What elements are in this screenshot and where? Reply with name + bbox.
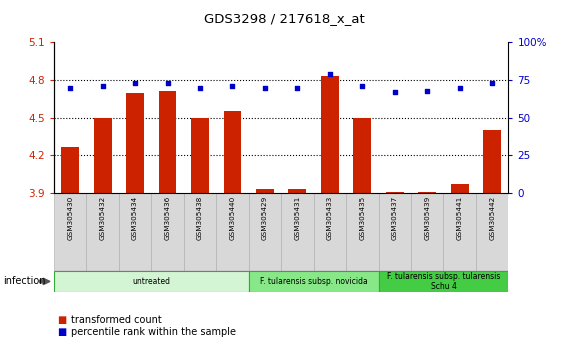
Bar bbox=[126, 93, 144, 193]
Point bbox=[98, 83, 107, 89]
Bar bbox=[54, 193, 86, 271]
Text: GSM305437: GSM305437 bbox=[392, 195, 398, 240]
Bar bbox=[256, 189, 274, 193]
Text: GSM305433: GSM305433 bbox=[327, 195, 333, 240]
Bar bbox=[249, 193, 281, 271]
Bar bbox=[151, 193, 184, 271]
Text: GSM305436: GSM305436 bbox=[165, 195, 170, 240]
Text: GSM305432: GSM305432 bbox=[99, 195, 106, 240]
Bar bbox=[378, 193, 411, 271]
Text: GSM305439: GSM305439 bbox=[424, 195, 430, 240]
Bar bbox=[216, 193, 249, 271]
Point bbox=[260, 85, 269, 91]
Bar bbox=[314, 193, 346, 271]
Point bbox=[455, 85, 464, 91]
Bar bbox=[119, 193, 151, 271]
Bar bbox=[94, 118, 111, 193]
Bar bbox=[353, 118, 371, 193]
Text: GSM305438: GSM305438 bbox=[197, 195, 203, 240]
Text: GDS3298 / 217618_x_at: GDS3298 / 217618_x_at bbox=[203, 12, 365, 25]
Text: untreated: untreated bbox=[132, 277, 170, 286]
Bar bbox=[321, 76, 339, 193]
Text: GSM305441: GSM305441 bbox=[457, 195, 463, 240]
Text: GSM305430: GSM305430 bbox=[67, 195, 73, 240]
Text: ■: ■ bbox=[57, 327, 66, 337]
Bar bbox=[418, 192, 436, 193]
Bar bbox=[191, 118, 209, 193]
Text: F. tularensis subsp. tularensis
Schu 4: F. tularensis subsp. tularensis Schu 4 bbox=[387, 272, 500, 291]
Bar bbox=[281, 193, 314, 271]
Bar bbox=[444, 193, 476, 271]
Text: GSM305431: GSM305431 bbox=[294, 195, 300, 240]
Point bbox=[293, 85, 302, 91]
Bar bbox=[451, 184, 469, 193]
Point bbox=[487, 80, 496, 86]
Text: F. tularensis subsp. novicida: F. tularensis subsp. novicida bbox=[260, 277, 367, 286]
Point bbox=[131, 80, 140, 86]
Text: transformed count: transformed count bbox=[71, 315, 162, 325]
Text: GSM305429: GSM305429 bbox=[262, 195, 268, 240]
Bar bbox=[86, 193, 119, 271]
Text: percentile rank within the sample: percentile rank within the sample bbox=[71, 327, 236, 337]
Point bbox=[228, 83, 237, 89]
Text: GSM305440: GSM305440 bbox=[229, 195, 236, 240]
Bar bbox=[249, 271, 378, 292]
Point bbox=[390, 89, 399, 95]
Point bbox=[423, 88, 432, 93]
Bar bbox=[346, 193, 378, 271]
Bar bbox=[61, 147, 79, 193]
Bar bbox=[158, 91, 177, 193]
Text: GSM305442: GSM305442 bbox=[489, 195, 495, 240]
Bar bbox=[184, 193, 216, 271]
Point bbox=[195, 85, 204, 91]
Text: GSM305435: GSM305435 bbox=[360, 195, 365, 240]
Bar bbox=[483, 130, 501, 193]
Bar bbox=[54, 271, 249, 292]
Point bbox=[66, 85, 75, 91]
Bar bbox=[224, 112, 241, 193]
Bar bbox=[378, 271, 508, 292]
Bar bbox=[476, 193, 508, 271]
Point bbox=[163, 80, 172, 86]
Bar bbox=[411, 193, 444, 271]
Text: ■: ■ bbox=[57, 315, 66, 325]
Bar bbox=[386, 192, 404, 193]
Bar bbox=[289, 189, 306, 193]
Point bbox=[325, 71, 335, 77]
Text: infection: infection bbox=[3, 276, 45, 286]
Text: GSM305434: GSM305434 bbox=[132, 195, 138, 240]
Point bbox=[358, 83, 367, 89]
